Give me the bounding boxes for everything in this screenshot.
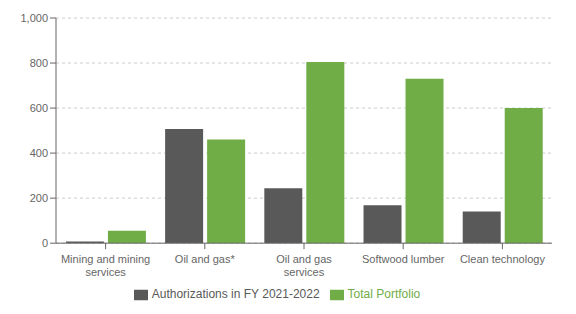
svg-text:Softwood lumber: Softwood lumber bbox=[362, 253, 445, 265]
html-text:Authorizations in FY 2021-2022: Authorizations in FY 2021-2022 bbox=[151, 287, 320, 302]
html-text:Total Portfolio: Total Portfolio bbox=[347, 287, 421, 302]
svg-text:600: 600 bbox=[30, 102, 48, 114]
svg-text:Oil and gas*: Oil and gas* bbox=[175, 253, 236, 265]
svg-text:1,000: 1,000 bbox=[20, 12, 48, 24]
svg-text:0: 0 bbox=[42, 237, 48, 249]
svg-text:200: 200 bbox=[30, 192, 48, 204]
svg-text:400: 400 bbox=[30, 147, 48, 159]
svg-text:Mining and miningservices: Mining and miningservices bbox=[61, 253, 150, 278]
svg-text:800: 800 bbox=[30, 57, 48, 69]
svg-text:Oil and gasservices: Oil and gasservices bbox=[276, 253, 332, 278]
svg-text:Clean technology: Clean technology bbox=[460, 253, 546, 265]
